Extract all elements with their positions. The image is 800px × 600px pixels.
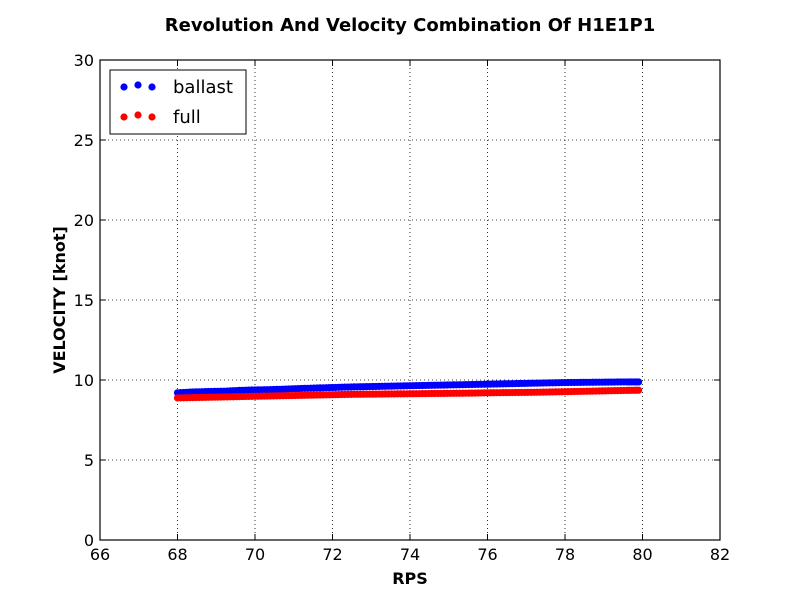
legend-marker-full [148, 113, 156, 121]
x-tick-label: 78 [555, 545, 575, 564]
legend-marker-ballast [148, 83, 156, 91]
x-tick-label: 82 [710, 545, 730, 564]
series-ballast [173, 378, 643, 397]
chart-title: Revolution And Velocity Combination Of H… [165, 15, 656, 36]
y-tick-label: 5 [84, 451, 94, 470]
data-point-full [635, 386, 643, 394]
grid [100, 60, 720, 540]
x-tick-label: 68 [167, 545, 187, 564]
y-tick-label: 0 [84, 531, 94, 550]
y-tick-label: 15 [74, 291, 94, 310]
x-tick-label: 70 [245, 545, 265, 564]
legend-box [109, 69, 247, 135]
x-tick-label: 66 [90, 545, 110, 564]
y-tick-label: 20 [74, 211, 94, 230]
x-tick-label: 76 [477, 545, 497, 564]
x-tick-labels: 66 68 70 72 74 76 78 80 82 [90, 545, 730, 564]
x-axis-label: RPS [392, 569, 428, 588]
legend-marker-full [120, 113, 128, 121]
y-tick-labels: 0 5 10 15 20 25 30 [74, 51, 94, 550]
data-points [173, 378, 643, 402]
x-tick-label: 72 [322, 545, 342, 564]
x-tick-label: 80 [632, 545, 652, 564]
y-tick-label: 25 [74, 131, 94, 150]
legend: ballast full [109, 69, 247, 135]
x-tick-label: 74 [400, 545, 420, 564]
legend-marker-full [134, 111, 142, 119]
series-full [173, 386, 643, 402]
axis-ticks [99, 59, 721, 541]
y-tick-label: 30 [74, 51, 94, 70]
y-tick-label: 10 [74, 371, 94, 390]
y-axis-label: VELOCITY [knot] [50, 226, 69, 374]
legend-marker-ballast [120, 83, 128, 91]
legend-label-ballast: ballast [173, 77, 233, 98]
legend-label-full: full [173, 107, 201, 128]
data-point-ballast [635, 378, 643, 386]
legend-marker-ballast [134, 81, 142, 89]
